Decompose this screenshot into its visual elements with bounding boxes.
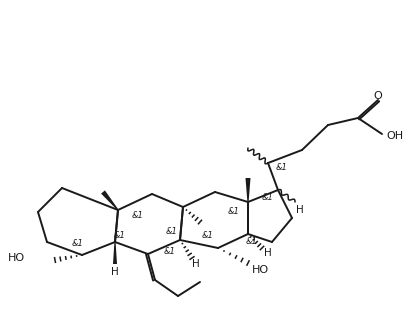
Polygon shape [246, 178, 251, 202]
Text: O: O [374, 91, 382, 101]
Text: &1: &1 [114, 231, 126, 241]
Text: &1: &1 [166, 228, 178, 236]
Polygon shape [113, 242, 117, 264]
Text: &1: &1 [262, 193, 274, 203]
Text: HO: HO [252, 265, 269, 275]
Text: H: H [111, 267, 119, 277]
Text: H: H [264, 248, 272, 258]
Polygon shape [101, 190, 118, 210]
Text: &1: &1 [276, 164, 288, 172]
Text: &1: &1 [132, 210, 144, 219]
Text: OH: OH [386, 131, 403, 141]
Text: &1: &1 [228, 208, 240, 216]
Text: &1: &1 [202, 231, 214, 241]
Text: &1: &1 [164, 247, 176, 257]
Text: &1: &1 [246, 237, 258, 246]
Text: &1: &1 [72, 240, 84, 248]
Text: HO: HO [8, 253, 25, 263]
Text: H: H [192, 259, 200, 269]
Text: H: H [296, 205, 304, 215]
